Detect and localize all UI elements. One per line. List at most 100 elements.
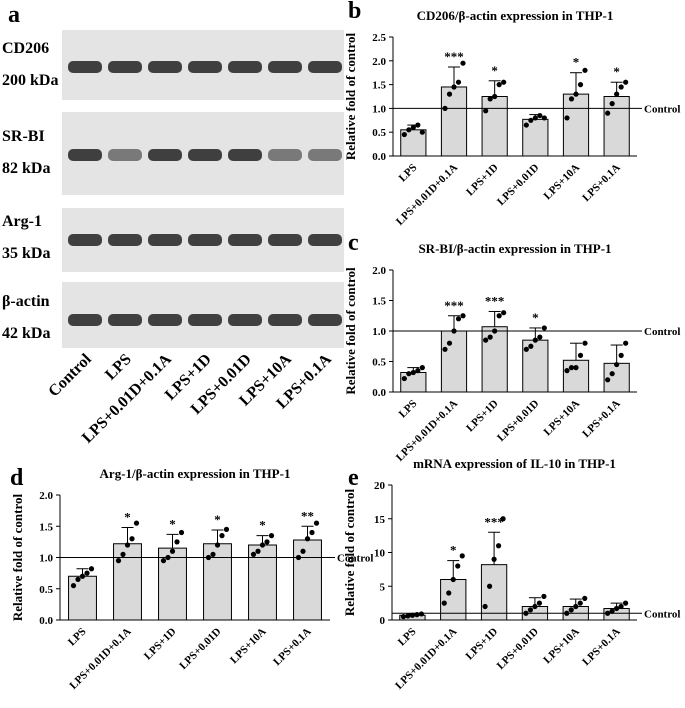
significance: *: [259, 518, 266, 533]
y-tick-label: 0.5: [39, 584, 53, 596]
reference-label: Control: [337, 553, 373, 565]
blot-band: [188, 149, 222, 161]
x-tick-label: LPS+0.01D: [495, 626, 541, 672]
significance: *: [450, 543, 457, 558]
data-point: [255, 548, 261, 554]
data-point: [491, 556, 497, 562]
data-point: [219, 533, 225, 539]
data-point: [120, 551, 126, 557]
bar: [603, 96, 630, 157]
x-tick-label: LPS+0.1A: [580, 626, 623, 669]
y-tick-label: 1.5: [39, 521, 53, 533]
bar: [481, 326, 508, 393]
data-point: [459, 553, 465, 559]
y-axis-label: Relative fold of control: [343, 33, 358, 161]
y-tick-label: 0.0: [39, 615, 53, 627]
panel-letter: b: [348, 0, 361, 24]
data-point: [415, 122, 421, 128]
data-point: [623, 79, 629, 85]
data-point: [406, 371, 412, 377]
blot-band: [308, 61, 342, 73]
x-tick-label: LPS+0.1A: [580, 162, 623, 205]
blot-band: [108, 61, 142, 73]
y-tick-label: 1.0: [39, 553, 53, 565]
x-tick-label: LPS+10A: [542, 398, 583, 439]
data-point: [313, 520, 320, 526]
chart-title: SR-BI/β-actin expression in THP-1: [418, 241, 611, 256]
data-point: [174, 539, 180, 545]
data-point: [133, 520, 140, 526]
data-point: [573, 603, 579, 610]
data-point: [455, 563, 461, 569]
data-point: [605, 377, 611, 383]
blot-band: [268, 149, 302, 161]
significance: *: [573, 55, 580, 70]
x-tick-label: LPS+0.01D: [177, 626, 223, 672]
data-point: [614, 361, 620, 368]
data-point: [483, 337, 489, 343]
bar: [68, 575, 97, 621]
data-point: [536, 600, 543, 606]
x-tick-label: LPS+0.1A: [580, 398, 623, 441]
blot-band: [188, 234, 222, 246]
blot-band: [268, 314, 302, 326]
blot-band: [108, 314, 142, 326]
data-point: [455, 79, 462, 85]
data-point: [532, 337, 538, 343]
data-point: [115, 558, 122, 564]
data-point: [573, 91, 579, 97]
significance: *: [491, 63, 498, 78]
data-point: [124, 542, 131, 548]
y-tick-label: 5: [380, 581, 386, 593]
reference-label: Control: [644, 326, 680, 338]
data-point: [541, 115, 547, 121]
data-point: [613, 605, 620, 612]
data-point: [309, 529, 315, 536]
reference-label: Control: [644, 103, 680, 115]
y-tick-label: 10: [374, 548, 386, 560]
x-tick-label: LPS+10A: [228, 626, 269, 667]
blot-band: [68, 314, 102, 326]
x-tick-label: LPS: [66, 626, 89, 649]
chart-title: mRNA expression of IL-10 in THP-1: [413, 456, 616, 471]
data-point: [460, 313, 466, 319]
blot-band: [228, 61, 262, 73]
y-tick-label: 0.0: [372, 151, 386, 163]
data-point: [568, 365, 575, 371]
data-point: [568, 96, 575, 102]
data-point: [418, 611, 425, 617]
data-point: [446, 91, 453, 97]
data-point: [537, 334, 543, 340]
blot-band: [148, 314, 182, 326]
y-tick-label: 1.0: [372, 103, 386, 115]
data-point: [487, 334, 493, 340]
data-point: [528, 343, 534, 349]
blot-band: [308, 314, 342, 326]
blot-band: [228, 149, 262, 161]
data-point: [582, 595, 588, 602]
data-point: [483, 108, 489, 114]
data-point: [415, 368, 421, 374]
data-point: [618, 603, 624, 610]
bar: [440, 330, 468, 393]
data-point: [160, 558, 167, 564]
data-point: [523, 122, 529, 128]
size-label: 42 kDa: [2, 325, 50, 342]
data-point: [259, 542, 266, 548]
size-label: 200 kDa: [2, 72, 58, 89]
data-point: [582, 340, 588, 346]
data-point: [541, 325, 547, 331]
bar: [293, 539, 322, 621]
data-point: [401, 131, 407, 138]
data-point: [541, 593, 547, 599]
data-point: [623, 340, 629, 346]
blot-band: [148, 234, 182, 246]
data-point: [75, 576, 81, 582]
x-tick-label: LPS+1D: [464, 398, 501, 435]
protein-label: CD206: [2, 40, 49, 57]
blot-band: [228, 234, 262, 246]
data-point: [300, 548, 306, 554]
data-point: [70, 583, 77, 589]
data-point: [618, 84, 624, 90]
